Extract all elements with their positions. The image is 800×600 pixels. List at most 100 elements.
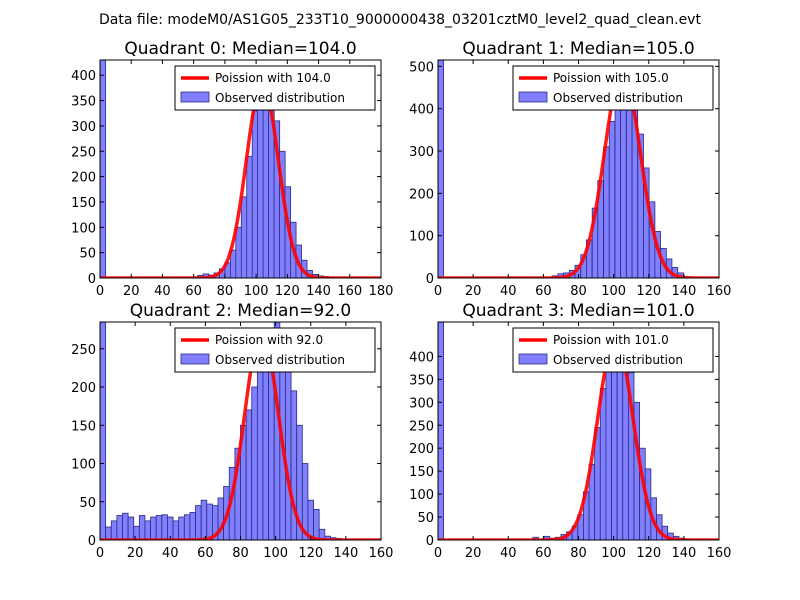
y-tick-label: 50 <box>79 247 96 262</box>
histogram-bar <box>100 322 107 540</box>
x-tick-label: 100 <box>244 284 269 299</box>
chart-title: Quadrant 2: Median=92.0 <box>130 301 352 321</box>
y-tick-label: 0 <box>426 272 434 287</box>
histogram-bar <box>116 515 123 540</box>
histogram-bar <box>122 512 129 540</box>
legend-bar-swatch <box>180 353 210 365</box>
x-tick-label: 120 <box>636 546 661 561</box>
y-tick-label: 100 <box>409 230 434 245</box>
chart-panel-2: 0 20 40 60 80 100 120 140 160 0 50 100 150 200 250 Quad… <box>71 301 393 561</box>
histogram-bar <box>262 84 270 278</box>
subplot-grid: 0 20 40 60 80 100 120 140 160 1800501001502002503… <box>71 39 731 561</box>
y-tick-label: 150 <box>71 196 96 211</box>
y-tick-label: 150 <box>409 465 434 480</box>
x-tick-label: 80 <box>232 546 249 561</box>
x-tick-label: 60 <box>185 284 202 299</box>
x-tick-label: 120 <box>275 284 300 299</box>
histogram-bar <box>195 505 202 540</box>
histogram-bar <box>262 357 270 540</box>
histogram-bar <box>614 84 622 278</box>
histogram-bar <box>251 110 259 278</box>
x-tick-label: 80 <box>217 284 234 299</box>
x-tick-label: 80 <box>570 284 587 299</box>
histogram-bar <box>206 503 213 540</box>
histogram-bar <box>599 388 607 540</box>
legend: Poission with 92.0 Observed distribution <box>174 327 376 373</box>
x-tick-label: 40 <box>500 284 517 299</box>
x-tick-label: 20 <box>123 284 140 299</box>
histogram-bar <box>608 120 616 278</box>
x-tick-label: 160 <box>707 546 732 561</box>
y-tick-label: 200 <box>409 442 434 457</box>
legend-bar-swatch <box>518 91 548 103</box>
histogram-bar <box>240 196 248 278</box>
x-tick-label: 0 <box>96 284 104 299</box>
y-tick-label: 300 <box>409 396 434 411</box>
chart-panel-0: 0 20 40 60 80 100 120 140 160 180 0 50 100 150 200 250 3… <box>71 39 393 299</box>
y-tick-label: 150 <box>71 419 96 434</box>
x-tick-label: 80 <box>570 546 587 561</box>
y-tick-label: 250 <box>409 419 434 434</box>
y-tick-label: 200 <box>409 187 434 202</box>
x-tick-label: 100 <box>601 284 626 299</box>
histogram-bar <box>100 60 107 278</box>
histogram-bar <box>144 520 151 540</box>
histogram-bar <box>246 155 253 278</box>
legend-label-observed: Observed distribution <box>553 91 683 105</box>
x-tick-label: 60 <box>197 546 214 561</box>
histogram-bar <box>105 526 112 540</box>
chart-panel-1: 0 20 40 60 80 100 120 140 160 0 100 200 300 400 500 Qua… <box>409 39 731 299</box>
plot-content <box>100 60 381 278</box>
x-tick-label: 20 <box>465 284 482 299</box>
histogram-bar <box>235 226 242 278</box>
legend-label-observed: Observed distribution <box>215 353 345 367</box>
x-tick-label: 120 <box>636 284 661 299</box>
histogram-bar <box>200 499 208 540</box>
y-tick-label: 300 <box>71 120 96 135</box>
y-tick-label: 0 <box>426 534 434 549</box>
y-tick-label: 50 <box>417 511 434 526</box>
legend-box <box>512 65 714 111</box>
histogram-bar <box>245 409 253 540</box>
y-tick-label: 400 <box>71 69 96 84</box>
y-tick-label: 350 <box>409 373 434 388</box>
y-tick-label: 400 <box>409 103 434 118</box>
histogram-bar <box>438 60 445 278</box>
histogram-bar <box>313 509 320 540</box>
x-tick-label: 160 <box>337 284 362 299</box>
x-tick-label: 40 <box>500 546 517 561</box>
y-tick-label: 400 <box>409 350 434 365</box>
legend-label-poisson: Poission with 104.0 <box>215 71 331 85</box>
legend-box <box>512 327 714 373</box>
legend: Poission with 105.0 Observed distribution <box>512 65 714 111</box>
legend: Poission with 104.0 Observed distribution <box>174 65 376 111</box>
y-tick-label: 200 <box>71 381 96 396</box>
legend: Poission with 101.0 Observed distribution <box>512 327 714 373</box>
y-tick-label: 100 <box>71 458 96 473</box>
histogram-bar <box>172 520 180 540</box>
x-tick-label: 140 <box>671 546 696 561</box>
chart-title: Quadrant 0: Median=104.0 <box>124 39 356 59</box>
x-tick-label: 120 <box>298 546 323 561</box>
legend-label-poisson: Poission with 105.0 <box>553 71 669 85</box>
histogram-bar <box>256 367 264 540</box>
legend-label-observed: Observed distribution <box>553 353 683 367</box>
legend-label-observed: Observed distribution <box>215 91 345 105</box>
histogram-bar <box>133 525 140 540</box>
chart-title: Quadrant 3: Median=101.0 <box>462 301 694 321</box>
y-tick-label: 100 <box>71 221 96 236</box>
histogram-bar <box>626 89 633 278</box>
histogram-bar <box>110 520 118 540</box>
histogram-bar <box>603 146 610 278</box>
x-tick-label: 140 <box>333 546 358 561</box>
axes-frame <box>99 59 382 279</box>
poisson-curve <box>438 68 719 278</box>
figure-suptitle: Data file: modeM0/AS1G05_233T10_90000004… <box>99 12 701 28</box>
histogram-bar <box>605 358 612 540</box>
chart-title: Quadrant 1: Median=105.0 <box>462 39 694 59</box>
histogram-bar <box>138 515 146 540</box>
y-tick-label: 0 <box>88 272 96 287</box>
y-tick-label: 200 <box>71 171 96 186</box>
histogram-bar <box>183 514 191 540</box>
